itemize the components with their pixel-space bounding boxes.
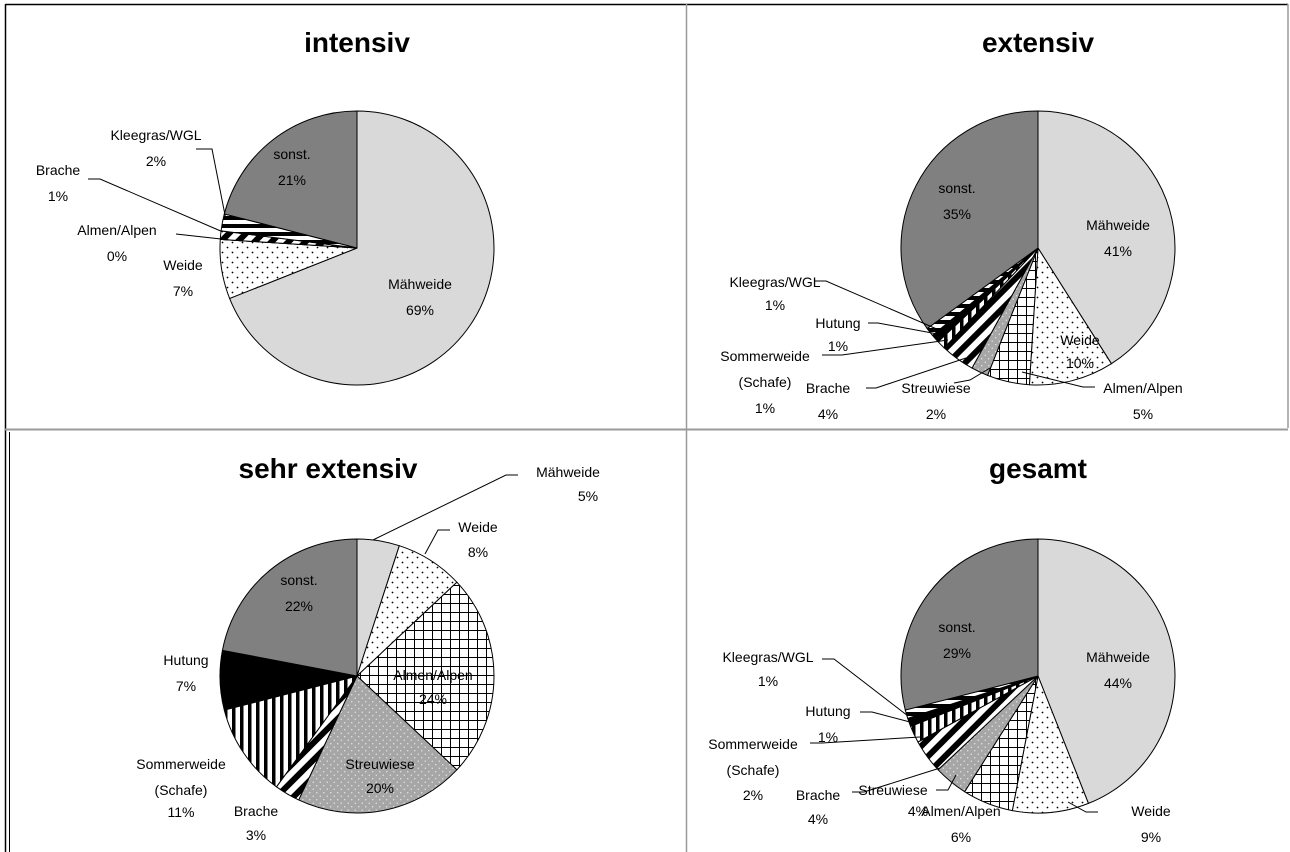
slice-value-hutung: 1%	[818, 729, 838, 745]
slice-value-maehweide: 69%	[406, 302, 434, 318]
pie-slice-weide	[1028, 247, 1112, 386]
slice-label-maehweide: Mähweide	[388, 276, 452, 292]
chart-title: intensiv	[304, 27, 410, 58]
leader-lines	[814, 280, 1095, 389]
pie-slice-sommerweide	[223, 675, 358, 788]
chart-extensiv: extensiv Mähweide 41% Weide 10% Almen/Al…	[720, 27, 1182, 422]
slice-value-brache: 4%	[808, 811, 828, 827]
slice-value-almen: 5%	[1133, 406, 1153, 422]
slice-label-brache: Brache	[234, 803, 279, 819]
pie-slice-maehweide	[229, 110, 495, 386]
slice-label-maehweide: Mähweide	[1086, 217, 1150, 233]
slice-value-almen: 24%	[419, 691, 447, 707]
panel-frames	[4, 3, 1289, 852]
slice-label-maehweide: Mähweide	[536, 464, 600, 480]
slice-label-weide: Weide	[1060, 332, 1100, 348]
slice-value-streuwiese: 2%	[926, 406, 946, 422]
slice-label-streuwiese: Streuwiese	[901, 380, 970, 396]
slice-value-almen: 6%	[951, 829, 971, 845]
leader-lines	[810, 658, 1098, 813]
slice-value-hutung: 1%	[828, 338, 848, 354]
slice-value-sommerweide: 11%	[168, 804, 195, 820]
pie-slice-sonst	[900, 110, 1039, 330]
slice-value-kleegras: 1%	[758, 673, 778, 689]
slice-label-weide: Weide	[163, 257, 203, 273]
chart-title: gesamt	[989, 453, 1087, 484]
slice-label-almen: Almen/Alpen	[393, 667, 472, 683]
pie-slice-streuwiese	[298, 675, 458, 814]
slice-label-streuwiese: Streuwiese	[345, 756, 414, 772]
slice-label-brache: Brache	[36, 162, 81, 178]
slice-label-kleegras: Kleegras/WGL	[729, 274, 820, 290]
slice-label-almen: Almen/Alpen	[77, 222, 156, 238]
slice-label-sonst: sonst.	[938, 619, 975, 635]
leader-lines	[88, 148, 231, 241]
slice-value-sommerweide: 2%	[743, 787, 763, 803]
leader-lines	[372, 474, 518, 555]
slice-label-sommerweide: Sommerweide (Schafe)	[708, 736, 798, 778]
pie-slice-almen-alpen	[356, 581, 495, 771]
slice-label-weide: Weide	[1131, 803, 1171, 819]
slice-value-brache: 1%	[48, 188, 68, 204]
pie-slice-maehweide	[1037, 538, 1176, 804]
slice-value-weide: 7%	[173, 283, 193, 299]
slice-value-almen: 0%	[107, 248, 127, 264]
slice-value-sonst: 35%	[943, 206, 971, 222]
slice-value-brache: 4%	[818, 406, 838, 422]
slice-value-maehweide: 41%	[1104, 243, 1132, 259]
slice-value-maehweide: 5%	[578, 488, 598, 504]
slice-label-hutung: Hutung	[805, 703, 850, 719]
slice-label-sonst: sonst.	[938, 180, 975, 196]
slice-label-weide: Weide	[458, 519, 498, 535]
slice-value-kleegras: 1%	[765, 297, 785, 313]
slice-value-sommerweide: 1%	[755, 400, 775, 416]
slice-value-maehweide: 44%	[1104, 675, 1132, 691]
pie-slice-maehweide	[1037, 110, 1176, 365]
slice-value-weide: 10%	[1066, 355, 1094, 371]
chart-title: extensiv	[982, 27, 1094, 58]
slice-label-sommerweide: Sommerweide (Schafe)	[136, 756, 226, 798]
slice-value-weide: 9%	[1141, 829, 1161, 845]
slice-value-sonst: 29%	[943, 645, 971, 661]
chart-gesamt: gesamt Mähweide 44% Weide 9% Almen/Alpen…	[708, 453, 1176, 845]
slice-label-sonst: sonst.	[273, 146, 310, 162]
slice-label-brache: Brache	[806, 380, 851, 396]
slice-label-almen: Almen/Alpen	[921, 803, 1000, 819]
slice-value-hutung: 7%	[176, 678, 196, 694]
slice-label-hutung: Hutung	[815, 315, 860, 331]
pie-slice-sonst	[900, 538, 1039, 711]
slice-value-streuwiese: 4%	[908, 803, 928, 819]
slice-value-sonst: 22%	[285, 598, 313, 614]
chart-intensiv: intensiv Mähweide 69% Weide 7% Almen/Alp…	[36, 27, 495, 386]
slice-value-kleegras: 2%	[146, 153, 166, 169]
slice-value-streuwiese: 20%	[366, 780, 394, 796]
slice-label-streuwiese: Streuwiese	[858, 782, 927, 798]
slice-label-brache: Brache	[796, 787, 841, 803]
slice-value-brache: 3%	[246, 827, 266, 843]
pie-slice-sonst	[223, 110, 358, 249]
slice-label-maehweide: Mähweide	[1086, 649, 1150, 665]
slice-value-sonst: 21%	[278, 172, 306, 188]
slice-label-almen: Almen/Alpen	[1103, 380, 1182, 396]
slice-label-kleegras: Kleegras/WGL	[722, 649, 813, 665]
chart-title: sehr extensiv	[239, 453, 418, 484]
slice-label-sommerweide: Sommerweide (Schafe)	[720, 348, 810, 390]
slice-label-hutung: Hutung	[163, 652, 208, 668]
pie-slice-sonst	[221, 538, 358, 677]
slice-label-sonst: sonst.	[280, 572, 317, 588]
slice-label-kleegras: Kleegras/WGL	[110, 127, 201, 143]
slice-value-weide: 8%	[468, 544, 488, 560]
chart-sehr-extensiv: sehr extensiv Mähweide 5% Weide 8% Almen…	[136, 453, 600, 843]
